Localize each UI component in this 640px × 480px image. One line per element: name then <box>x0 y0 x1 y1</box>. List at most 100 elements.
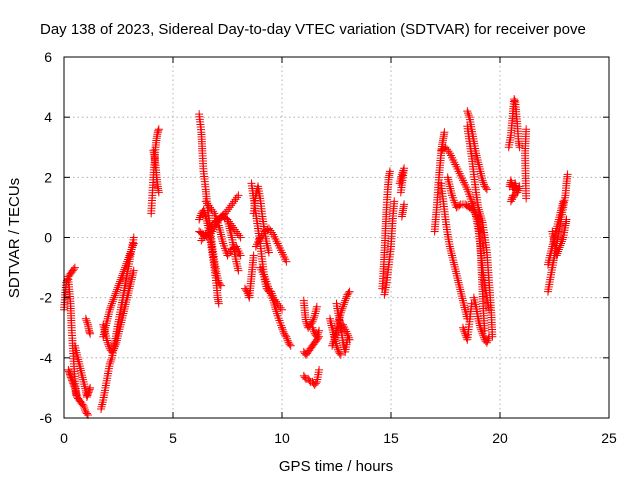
data-point <box>515 143 524 152</box>
data-point <box>463 107 472 116</box>
data-point <box>451 265 460 274</box>
x-tick-label: 0 <box>60 430 68 446</box>
data-point <box>446 247 455 256</box>
data-point <box>197 236 206 245</box>
chart-title: Day 138 of 2023, Sidereal Day-to-day VTE… <box>40 21 586 38</box>
data-point <box>444 175 453 184</box>
data-point <box>482 338 491 347</box>
data-point <box>483 336 492 345</box>
data-point <box>469 293 478 302</box>
data-point <box>98 398 107 407</box>
data-point <box>78 373 87 382</box>
data-point <box>285 340 294 349</box>
data-point <box>474 203 483 212</box>
data-point <box>127 277 136 286</box>
data-point <box>313 330 322 339</box>
data-point <box>477 214 486 223</box>
data-point <box>476 212 485 221</box>
data-point <box>110 291 119 300</box>
data-point <box>308 323 317 332</box>
data-point <box>233 229 242 238</box>
data-point <box>464 111 473 120</box>
data-point <box>264 248 273 257</box>
data-point <box>448 253 457 262</box>
data-point <box>474 158 483 167</box>
y-tick-label: 6 <box>44 49 52 65</box>
data-point <box>233 262 242 271</box>
data-point <box>333 345 342 354</box>
data-point <box>446 186 455 195</box>
data-point <box>481 183 490 192</box>
data-point <box>113 285 122 294</box>
data-point <box>235 231 244 240</box>
data-point <box>282 332 291 341</box>
data-point <box>331 330 340 339</box>
data-point <box>206 203 215 212</box>
data-point <box>448 251 457 260</box>
data-point <box>456 287 465 296</box>
data-point <box>126 249 135 258</box>
data-point <box>562 215 571 224</box>
data-point <box>340 298 349 307</box>
data-point <box>105 305 114 314</box>
data-point <box>326 316 335 325</box>
data-point <box>218 237 227 246</box>
data-point <box>112 287 121 296</box>
data-point <box>309 325 318 334</box>
data-point <box>478 176 487 185</box>
data-point <box>476 209 485 218</box>
data-point <box>230 197 239 206</box>
data-point <box>195 215 204 224</box>
data-point <box>563 170 572 179</box>
data-point <box>97 402 106 411</box>
data-point <box>444 147 453 156</box>
data-point <box>278 323 286 332</box>
data-point <box>207 222 216 231</box>
x-tick-label: 15 <box>383 430 399 446</box>
data-point <box>105 307 114 316</box>
data-point <box>506 197 515 206</box>
data-point <box>124 253 133 262</box>
data-point <box>63 274 72 283</box>
data-point <box>276 303 285 312</box>
data-point <box>227 201 236 210</box>
data-point <box>279 327 288 336</box>
data-point <box>75 395 84 404</box>
data-point <box>449 258 458 267</box>
data-point <box>104 312 113 321</box>
data-point <box>103 314 112 323</box>
y-tick-label: -2 <box>40 290 53 306</box>
data-point <box>195 213 204 222</box>
data-point <box>477 327 486 336</box>
data-point <box>460 303 469 312</box>
data-point <box>474 205 483 214</box>
data-point <box>554 247 563 256</box>
data-point <box>77 368 86 377</box>
data-point <box>129 239 138 248</box>
data-point <box>473 153 482 162</box>
data-point <box>281 331 290 340</box>
data-point <box>309 313 318 322</box>
data-point <box>224 205 233 214</box>
data-point <box>123 257 132 266</box>
data-point <box>207 205 216 214</box>
data-point <box>118 271 127 280</box>
data-point <box>78 400 87 409</box>
data-point <box>522 194 531 203</box>
data-point <box>447 189 456 198</box>
data-point <box>460 301 469 310</box>
data-point <box>128 243 137 252</box>
y-tick-label: 2 <box>44 169 52 185</box>
data-point <box>477 171 486 180</box>
data-point <box>445 182 454 191</box>
data-point <box>467 197 476 206</box>
data-point <box>122 259 131 268</box>
data-point <box>397 170 406 179</box>
data-point <box>508 193 517 202</box>
data-point <box>452 271 461 280</box>
data-point <box>310 311 319 320</box>
data-point <box>266 226 275 235</box>
data-point <box>558 199 567 208</box>
x-tick-label: 5 <box>169 430 177 446</box>
data-point <box>333 343 342 352</box>
